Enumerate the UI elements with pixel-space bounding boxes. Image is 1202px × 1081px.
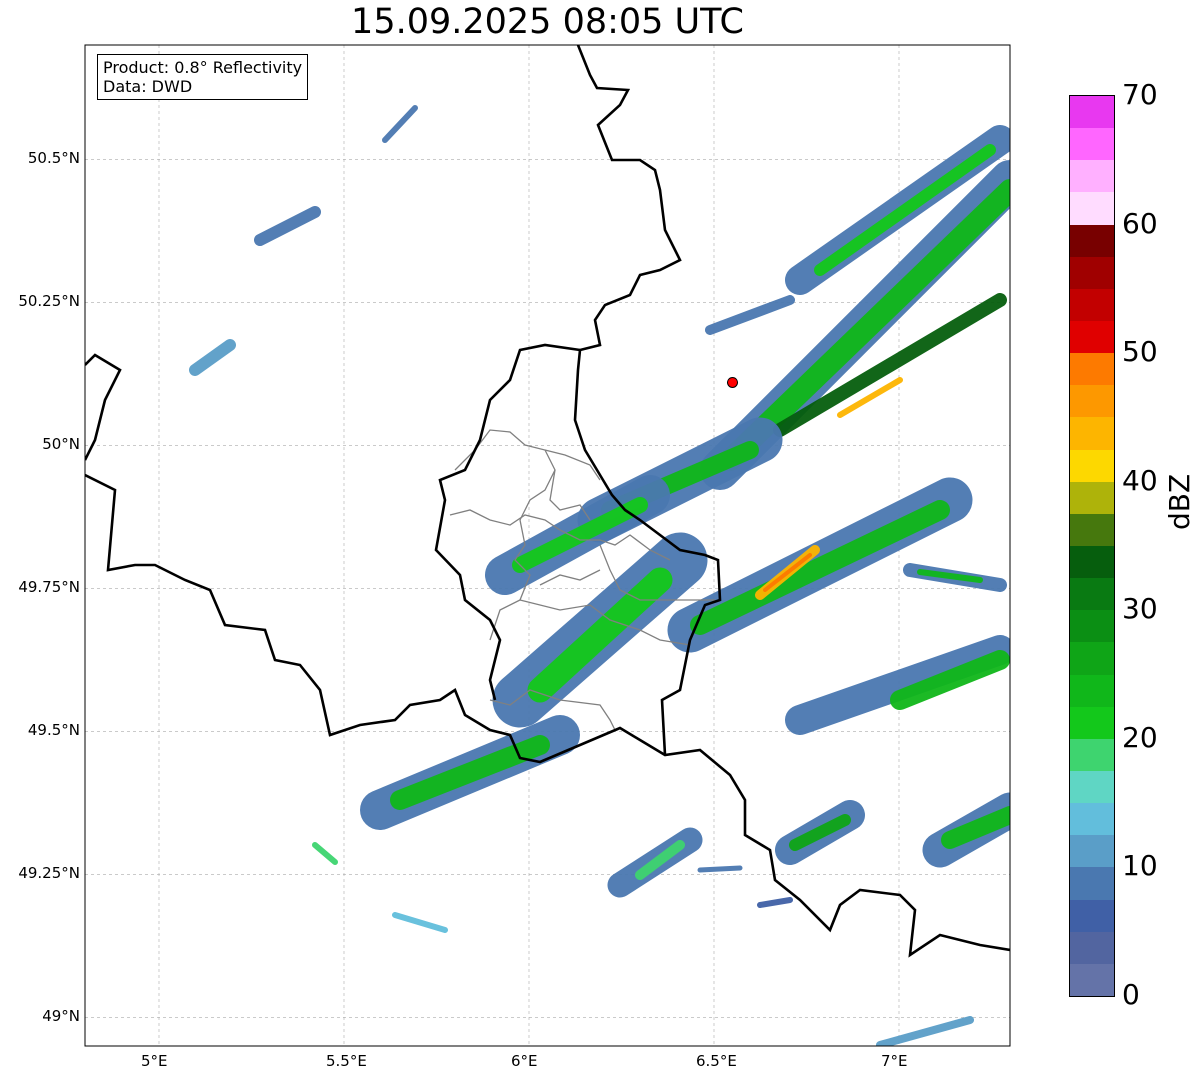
radar-echo: [312, 842, 338, 865]
lat-tick-label: 49°N: [42, 1007, 80, 1026]
colorbar-segment: [1070, 417, 1114, 450]
colorbar-tick-label: 10: [1122, 849, 1158, 883]
colorbar-segment: [1070, 738, 1114, 772]
radar-echo: [773, 293, 1007, 437]
map-frame: [84, 44, 1011, 1047]
colorbar-tick-label: 0: [1122, 978, 1140, 1011]
radar-echo: [814, 144, 996, 276]
lat-tick-label: 49.75°N: [18, 578, 80, 597]
lon-tick-label: 5°E: [141, 1052, 168, 1070]
colorbar-segment: [1070, 931, 1114, 964]
colorbar-segment: [1070, 96, 1114, 129]
colorbar-tick-label: 30: [1122, 592, 1158, 626]
lat-tick-label: 50.25°N: [18, 292, 80, 311]
radar-echo: [757, 897, 793, 908]
radar-echo: [876, 1016, 974, 1046]
radar-echo: [719, 179, 1010, 471]
colorbar-segment: [1070, 385, 1114, 418]
colorbar-segment: [1070, 578, 1114, 611]
colorbar-segment: [1070, 192, 1114, 225]
colorbar-segment: [1070, 867, 1114, 900]
borders: [85, 45, 1010, 958]
colorbar-segment: [1070, 160, 1114, 193]
colorbar-segment: [1070, 835, 1114, 868]
radar-echo: [254, 206, 321, 246]
colorbar-segment: [1070, 771, 1114, 804]
product-info-box: Product: 0.8° Reflectivity Data: DWD: [97, 54, 309, 100]
map-title: 15.09.2025 08:05 UTC: [351, 2, 744, 42]
radar-echo: [690, 500, 950, 635]
lon-tick-label: 7°E: [881, 1052, 908, 1070]
lat-tick-label: 49.5°N: [27, 721, 80, 740]
colorbar-tick-label: 20: [1122, 720, 1158, 754]
colorbar-tick-label: 60: [1122, 206, 1158, 240]
data-source-label: Data: DWD: [103, 77, 193, 96]
lon-tick-label: 6°E: [511, 1052, 538, 1070]
colorbar-segment: [1070, 803, 1114, 836]
radar-echo: [941, 806, 1010, 849]
radar-echo: [917, 569, 983, 583]
radar-echo: [789, 814, 851, 851]
lat-tick-label: 49.25°N: [18, 864, 80, 883]
colorbar-tick-label: 50: [1122, 335, 1158, 369]
radar-echo: [189, 339, 236, 376]
colorbar-segment: [1070, 321, 1114, 354]
colorbar: [1069, 95, 1115, 997]
colorbar-tick-label: 40: [1122, 463, 1158, 497]
colorbar-segment: [1070, 224, 1114, 257]
colorbar-segment: [1070, 963, 1114, 996]
radar-echo: [697, 865, 743, 873]
radar-echo: [382, 105, 418, 143]
colorbar-segment: [1070, 513, 1114, 547]
radar-echo: [763, 553, 812, 592]
radar-echo: [890, 650, 1010, 710]
product-label: Product: 0.8° Reflectivity: [103, 58, 303, 77]
radar-echo: [390, 735, 550, 810]
colorbar-segment: [1070, 353, 1114, 386]
radar-echo: [392, 912, 448, 933]
radar-echoes: [189, 105, 1010, 1046]
colorbar-segment: [1070, 610, 1114, 643]
colorbar-segment: [1070, 899, 1114, 932]
lon-tick-label: 5.5°E: [326, 1052, 367, 1070]
colorbar-segment: [1070, 481, 1114, 514]
regional-borders: [449, 429, 715, 731]
colorbar-tick-label: 70: [1122, 78, 1158, 111]
radar-echo: [527, 567, 673, 703]
country-borders: [85, 45, 1010, 958]
radar-echo: [837, 377, 903, 418]
lon-tick-label: 6.5°E: [696, 1052, 737, 1070]
colorbar-segment: [1070, 642, 1114, 675]
colorbar-label: dBZ: [1163, 473, 1196, 530]
radar-site-marker: [727, 376, 738, 388]
radar-echo: [705, 295, 795, 335]
colorbar-segment: [1070, 288, 1114, 322]
colorbar-segment: [1070, 674, 1114, 707]
lat-tick-label: 50°N: [42, 435, 80, 454]
lat-tick-label: 50.5°N: [27, 149, 80, 168]
colorbar-segment: [1070, 546, 1114, 579]
radar-echo: [512, 497, 648, 573]
radar-echo: [635, 840, 685, 880]
radar-echo: [785, 635, 1010, 735]
colorbar-segment: [1070, 706, 1114, 739]
colorbar-segment: [1070, 128, 1114, 161]
colorbar-segment: [1070, 449, 1114, 482]
colorbar-segment: [1070, 256, 1114, 289]
